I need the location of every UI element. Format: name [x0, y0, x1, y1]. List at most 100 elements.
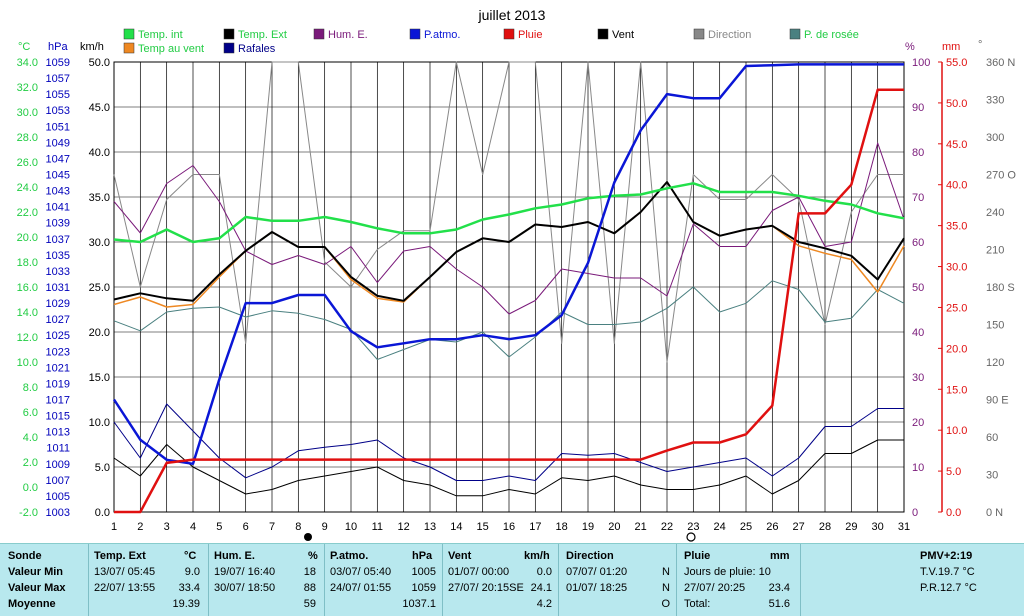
pct-tick-label: 20 — [912, 417, 924, 429]
kmh-tick-label: 50.0 — [89, 57, 110, 69]
celsius-tick-label: 10.0 — [17, 357, 38, 369]
hpa-tick-label: 1017 — [46, 395, 70, 407]
x-tick-label: 3 — [164, 521, 170, 533]
series-line-temp-ext — [113, 181, 905, 302]
deg-tick-label: 60 — [986, 432, 998, 444]
kmh-tick-label: 20.0 — [89, 327, 110, 339]
x-axis-ticks: 1 2 3 4 5 6 7 8 9 10 11 12 13 14 15 16 17 18 19 20 21 22 23 24 2… — [111, 521, 910, 542]
celsius-tick-label: 2.0 — [23, 457, 38, 469]
series-line-vent — [113, 439, 904, 497]
x-tick-label: 8 — [295, 521, 301, 533]
pct-tick-label: 60 — [912, 237, 924, 249]
mm-tick-label: 45.0 — [946, 139, 967, 151]
mm-tick-label: 25.0 — [946, 302, 967, 314]
celsius-tick-label: 34.0 — [17, 57, 38, 69]
celsius-tick-label: 24.0 — [17, 182, 38, 194]
hum-min-value: 18 — [303, 566, 316, 578]
hpa-tick-label: 1023 — [46, 346, 70, 358]
pct-unit-label: % — [905, 41, 915, 53]
hpa-tick-label: 1035 — [46, 250, 70, 262]
temp-max-value: 33.4 — [178, 582, 200, 594]
pct-tick-label: 100 — [912, 57, 930, 69]
legend-label: Temp. Ext — [238, 29, 287, 41]
divider — [208, 544, 209, 616]
hum-unit: % — [308, 550, 318, 562]
deg-tick-label: 210 — [986, 245, 1004, 257]
pluie-total-value: 51.6 — [768, 598, 790, 610]
kmh-tick-label: 35.0 — [89, 192, 110, 204]
row-label-max: Valeur Max — [8, 582, 66, 594]
row-label-avg: Moyenne — [8, 598, 56, 610]
legend-swatch — [597, 28, 609, 40]
deg-tick-label: 360 N — [986, 57, 1015, 69]
pluie-max-date: 27/07/ 20:25 — [684, 582, 746, 594]
hpa-tick-label: 1005 — [46, 491, 70, 503]
legend-swatch — [223, 28, 235, 40]
deg-tick-label: 150 — [986, 320, 1004, 332]
hpa-tick-label: 1049 — [46, 137, 70, 149]
direction-avg-value: O — [661, 598, 670, 610]
hpa-tick-label: 1041 — [46, 202, 70, 214]
x-tick-label: 27 — [793, 521, 805, 533]
patmo-unit: hPa — [412, 550, 433, 562]
chart-legend: Temp. int Temp. Ext Hum. E. P.atmo. Pluie Ven… — [123, 28, 859, 55]
deg-tick-label: 240 — [986, 207, 1004, 219]
mm-tick-label: 50.0 — [946, 98, 967, 110]
direction-max-value: N — [662, 582, 670, 594]
mm-tick-label: 55.0 — [946, 57, 967, 69]
hum-avg-value: 59 — [303, 598, 316, 610]
legend-label: Temp au vent — [138, 43, 204, 55]
direction-column: Direction 07/07/ 01:20 N 01/07/ 18:25 N … — [566, 544, 674, 616]
direction-title: Direction — [566, 550, 614, 562]
temp-column: Temp. Ext °C 13/07/ 05:45 9.0 22/07/ 13:… — [94, 544, 204, 616]
celsius-tick-label: 6.0 — [23, 407, 38, 419]
summary-panel: Sonde Valeur Min Valeur Max Moyenne Temp… — [0, 543, 1024, 616]
x-tick-label: 20 — [608, 521, 620, 533]
kmh-tick-label: 15.0 — [89, 372, 110, 384]
legend-swatch — [313, 28, 325, 40]
legend-label: Temp. int — [138, 29, 183, 41]
x-tick-label: 28 — [819, 521, 831, 533]
row-label-min: Valeur Min — [8, 566, 64, 578]
deg-tick-label: 90 E — [986, 395, 1009, 407]
legend-swatch — [693, 28, 705, 40]
direction-max-date: 01/07/ 18:25 — [566, 582, 628, 594]
mm-tick-label: 40.0 — [946, 180, 967, 192]
deg-tick-label: 270 O — [986, 170, 1016, 182]
x-tick-label: 6 — [243, 521, 249, 533]
pluie-title: Pluie — [684, 550, 711, 562]
x-tick-label: 7 — [269, 521, 275, 533]
pmv-pr: P.R.12.7 °C — [920, 582, 977, 594]
x-tick-label: 31 — [898, 521, 910, 533]
celsius-tick-label: 28.0 — [17, 132, 38, 144]
pluie-max-value: 23.4 — [768, 582, 790, 594]
celsius-tick-label: 12.0 — [17, 332, 38, 344]
hpa-tick-label: 1025 — [46, 330, 70, 342]
deg-tick-label: 120 — [986, 357, 1004, 369]
mm-unit-label: mm — [942, 41, 960, 53]
vent-min-value: 0.0 — [536, 566, 552, 578]
vent-unit: km/h — [524, 550, 550, 562]
hpa-tick-label: 1013 — [46, 427, 70, 439]
kmh-tick-label: 0.0 — [95, 507, 110, 519]
x-tick-label: 30 — [872, 521, 884, 533]
x-tick-label: 11 — [372, 521, 383, 533]
hpa-tick-label: 1037 — [46, 234, 70, 246]
vent-avg-value: 4.2 — [536, 598, 552, 610]
pct-tick-label: 30 — [912, 372, 924, 384]
pct-tick-label: 0 — [912, 507, 918, 519]
x-tick-label: 5 — [216, 521, 222, 533]
x-tick-label: 24 — [714, 521, 726, 533]
temp-title: Temp. Ext — [94, 550, 146, 562]
legend-swatch — [409, 28, 421, 40]
full-moon-icon — [686, 532, 696, 542]
legend-label: Rafales — [238, 43, 276, 55]
axis-units: °C hPa km/h% mm ° — [18, 39, 982, 53]
x-tick-label: 4 — [190, 521, 196, 533]
x-tick-label: 22 — [661, 521, 673, 533]
divider — [88, 544, 89, 616]
divider — [324, 544, 325, 616]
pct-tick-label: 40 — [912, 327, 924, 339]
divider — [442, 544, 443, 616]
hpa-tick-label: 1059 — [46, 57, 70, 69]
